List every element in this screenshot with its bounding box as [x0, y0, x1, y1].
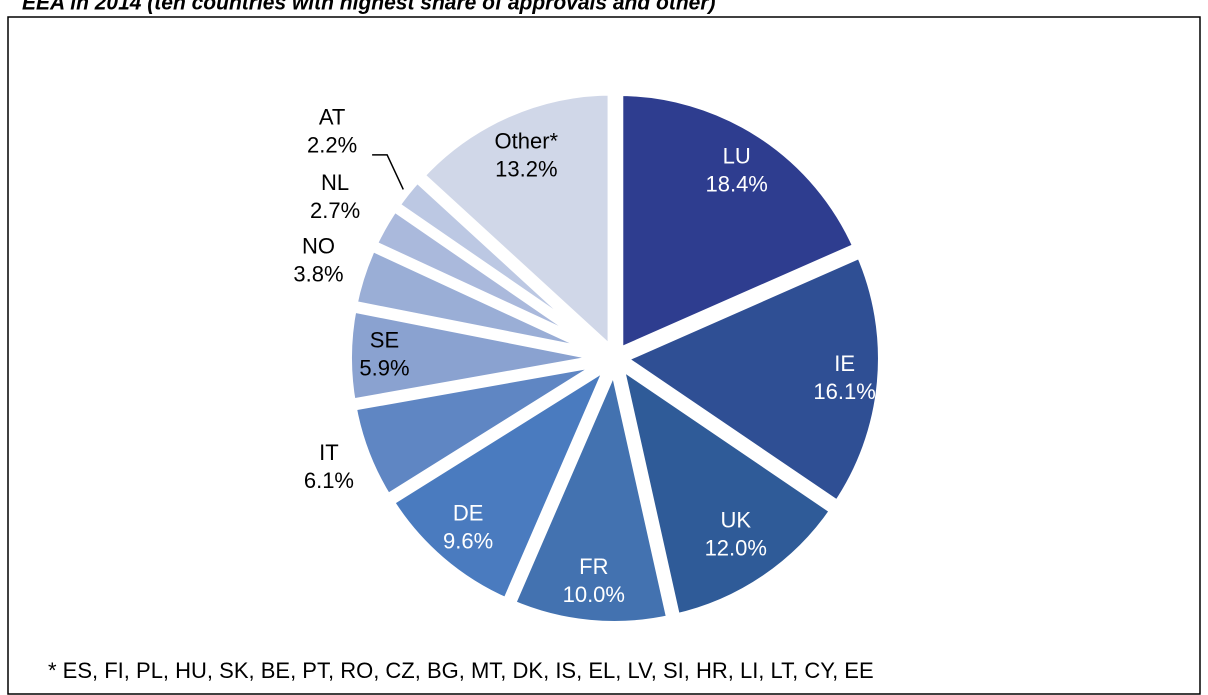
- pie-slice: [613, 85, 865, 361]
- pie-slice: [412, 85, 618, 364]
- leader-line: [372, 154, 404, 190]
- slice-value-label: 2.2%: [307, 133, 357, 158]
- slice-label: UK: [720, 508, 751, 533]
- slice-value-label: 5.9%: [359, 356, 409, 381]
- slice-label: LU: [723, 143, 751, 168]
- pie-slice: [503, 347, 678, 631]
- pie-slice: [610, 351, 843, 625]
- pie-slice: [610, 246, 888, 513]
- slice-value-label: 6.1%: [304, 468, 354, 493]
- slice-label: IE: [834, 351, 855, 376]
- slice-label: IT: [319, 440, 339, 465]
- slice-label: NL: [321, 170, 349, 195]
- slice-value-label: 2.7%: [310, 198, 360, 223]
- slice-value-label: 12.0%: [705, 536, 767, 561]
- slice-value-label: 3.8%: [293, 261, 343, 286]
- slice-value-label: 9.6%: [443, 529, 493, 554]
- slice-value-label: 18.4%: [705, 171, 767, 196]
- slice-label: AT: [319, 105, 345, 130]
- slice-label: FR: [579, 554, 608, 579]
- slice-value-label: 16.1%: [813, 379, 875, 404]
- slice-label: Other*: [495, 128, 559, 153]
- slice-value-label: 13.2%: [495, 156, 557, 181]
- slice-label: NO: [302, 233, 335, 258]
- pie-slice: [382, 349, 623, 610]
- slice-value-label: 10.0%: [563, 582, 625, 607]
- chart-title: EEA in 2014 (ten countries with highest …: [22, 0, 716, 15]
- footnote: * ES, FI, PL, HU, SK, BE, PT, RO, CZ, BG…: [48, 658, 874, 683]
- slice-label: DE: [453, 501, 484, 526]
- slice-label: SE: [370, 328, 399, 353]
